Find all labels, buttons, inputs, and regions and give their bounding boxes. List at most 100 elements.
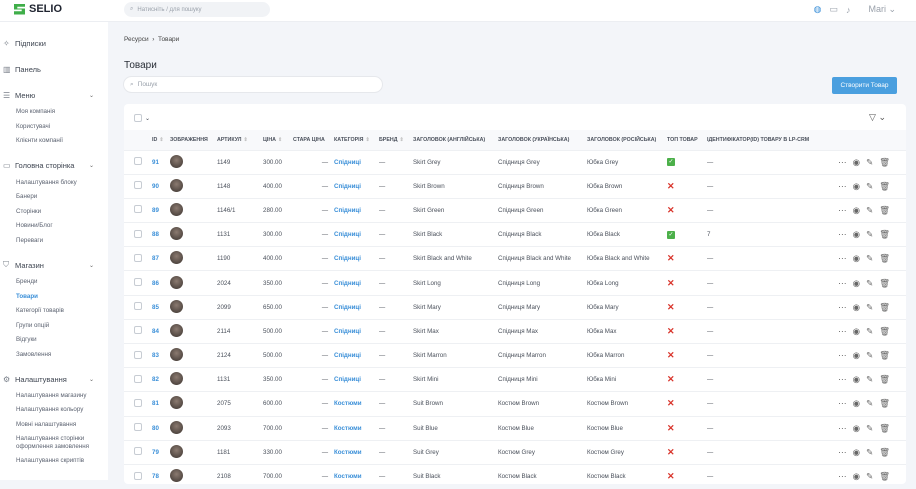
eye-icon[interactable]: ◉ (852, 156, 861, 167)
eye-icon[interactable]: ◉ (852, 398, 861, 409)
eye-icon[interactable]: ◉ (852, 253, 861, 264)
eye-icon[interactable]: ◉ (852, 229, 861, 240)
sidebar-item[interactable]: Користувачі (16, 122, 51, 130)
eye-icon[interactable]: ◉ (852, 204, 861, 215)
category-link[interactable]: Спідниці (334, 279, 361, 287)
globe-icon[interactable]: ◍ (813, 4, 822, 14)
edit-icon[interactable]: ✎ (866, 229, 874, 240)
product-id-link[interactable]: 89 (152, 206, 159, 214)
search-input[interactable]: ⌕ Пошук (124, 77, 382, 92)
sidebar-item[interactable]: Новини/Блог (16, 222, 53, 229)
sidebar-item[interactable]: Сторінки (16, 207, 42, 215)
sidebar-item[interactable]: Товари (16, 292, 38, 300)
trash-icon[interactable]: 🗑︎ (879, 422, 890, 433)
more-icon[interactable]: ⋯ (838, 156, 847, 167)
eye-icon[interactable]: ◉ (852, 422, 861, 433)
row-checkbox[interactable] (134, 350, 142, 359)
eye-icon[interactable]: ◉ (852, 325, 861, 336)
more-icon[interactable]: ⋯ (838, 422, 847, 433)
row-checkbox[interactable] (134, 253, 142, 262)
category-link[interactable]: Спідниці (334, 352, 361, 360)
row-checkbox[interactable] (134, 471, 142, 480)
sort-icon[interactable]: ⇕ (365, 136, 370, 143)
monitor-icon[interactable]: ▭ (829, 4, 838, 14)
row-checkbox[interactable] (134, 326, 142, 335)
product-id-link[interactable]: 87 (152, 255, 159, 263)
sidebar-item[interactable]: Бренди (16, 278, 38, 285)
eye-icon[interactable]: ◉ (852, 301, 861, 312)
row-checkbox[interactable] (134, 205, 142, 214)
eye-icon[interactable]: ◉ (852, 471, 861, 482)
more-icon[interactable]: ⋯ (838, 180, 847, 191)
row-checkbox[interactable] (134, 423, 142, 432)
column-header[interactable]: БРЕНД ⇕ (379, 130, 413, 150)
edit-icon[interactable]: ✎ (866, 277, 874, 288)
eye-icon[interactable]: ◉ (852, 180, 861, 191)
trash-icon[interactable]: 🗑︎ (879, 350, 890, 361)
row-checkbox[interactable] (134, 278, 142, 287)
sidebar-item[interactable]: Налаштування сторінки оформлення замовле… (16, 435, 89, 450)
trash-icon[interactable]: 🗑︎ (879, 446, 890, 457)
sidebar-item[interactable]: Відгуки (16, 336, 37, 343)
eye-icon[interactable]: ◉ (852, 374, 861, 385)
more-icon[interactable]: ⋯ (838, 253, 847, 264)
row-checkbox[interactable] (134, 302, 142, 311)
more-icon[interactable]: ⋯ (838, 204, 847, 215)
trash-icon[interactable]: 🗑︎ (879, 229, 890, 240)
edit-icon[interactable]: ✎ (866, 204, 874, 215)
sidebar-item[interactable]: Моя компанія (16, 108, 56, 115)
sidebar-section[interactable]: ☰ Меню ⌄ (0, 88, 108, 102)
edit-icon[interactable]: ✎ (866, 253, 874, 264)
edit-icon[interactable]: ✎ (866, 398, 874, 409)
product-id-link[interactable]: 83 (152, 352, 159, 360)
product-id-link[interactable]: 85 (152, 303, 159, 311)
chevron-down-icon[interactable]: ⌄ (88, 262, 94, 269)
product-id-link[interactable]: 80 (152, 424, 159, 432)
more-icon[interactable]: ⋯ (838, 325, 847, 336)
product-id-link[interactable]: 86 (152, 279, 159, 287)
sidebar-section[interactable]: ✧ Підписки (0, 36, 108, 50)
column-header[interactable]: ЦІНА ⇕ (263, 130, 293, 150)
select-all-checkbox[interactable] (134, 114, 142, 122)
category-link[interactable]: Спідниці (334, 206, 361, 214)
more-icon[interactable]: ⋯ (838, 277, 847, 288)
column-header[interactable]: КАТЕГОРІЯ ⇕ (334, 130, 379, 150)
user-menu[interactable]: Mari ⌄ (868, 4, 896, 14)
sort-icon[interactable]: ⇕ (159, 136, 164, 143)
more-icon[interactable]: ⋯ (838, 229, 847, 240)
trash-icon[interactable]: 🗑︎ (879, 156, 890, 167)
edit-icon[interactable]: ✎ (866, 446, 874, 457)
sidebar-item[interactable]: Налаштування скриптів (16, 457, 85, 464)
edit-icon[interactable]: ✎ (866, 350, 874, 361)
create-product-button[interactable]: Створити Товар (832, 77, 897, 94)
row-checkbox[interactable] (134, 157, 142, 166)
more-icon[interactable]: ⋯ (838, 350, 847, 361)
chevron-down-icon[interactable]: ⌄ (88, 92, 94, 99)
product-id-link[interactable]: 78 (152, 473, 159, 481)
row-checkbox[interactable] (134, 181, 142, 190)
trash-icon[interactable]: 🗑︎ (879, 301, 890, 312)
sidebar-section[interactable]: ⚙ Налаштування ⌄ (0, 372, 108, 386)
product-id-link[interactable]: 91 (152, 158, 159, 166)
category-link[interactable]: Костюми (334, 473, 362, 481)
chevron-down-icon[interactable]: ⌄ (88, 163, 94, 169)
edit-icon[interactable]: ✎ (866, 180, 874, 191)
product-id-link[interactable]: 79 (152, 448, 159, 456)
category-link[interactable]: Костюми (334, 400, 362, 408)
sidebar-item[interactable]: Замовлення (16, 350, 52, 358)
sort-icon[interactable]: ⇕ (278, 136, 283, 143)
sort-icon[interactable]: ⇕ (399, 136, 404, 143)
sidebar-item[interactable]: Налаштування магазину (16, 392, 87, 399)
product-id-link[interactable]: 88 (152, 231, 159, 239)
more-icon[interactable]: ⋯ (838, 471, 847, 482)
row-checkbox[interactable] (134, 229, 142, 238)
eye-icon[interactable]: ◉ (852, 350, 861, 361)
category-link[interactable]: Костюми (334, 424, 362, 432)
sidebar-item[interactable]: Переваги (16, 236, 44, 244)
product-id-link[interactable]: 82 (152, 376, 159, 384)
product-id-link[interactable]: 84 (152, 327, 159, 335)
sort-icon[interactable]: ⇕ (243, 136, 248, 143)
edit-icon[interactable]: ✎ (866, 301, 874, 312)
column-header[interactable]: ID ⇕ (152, 130, 170, 150)
trash-icon[interactable]: 🗑︎ (879, 180, 890, 191)
